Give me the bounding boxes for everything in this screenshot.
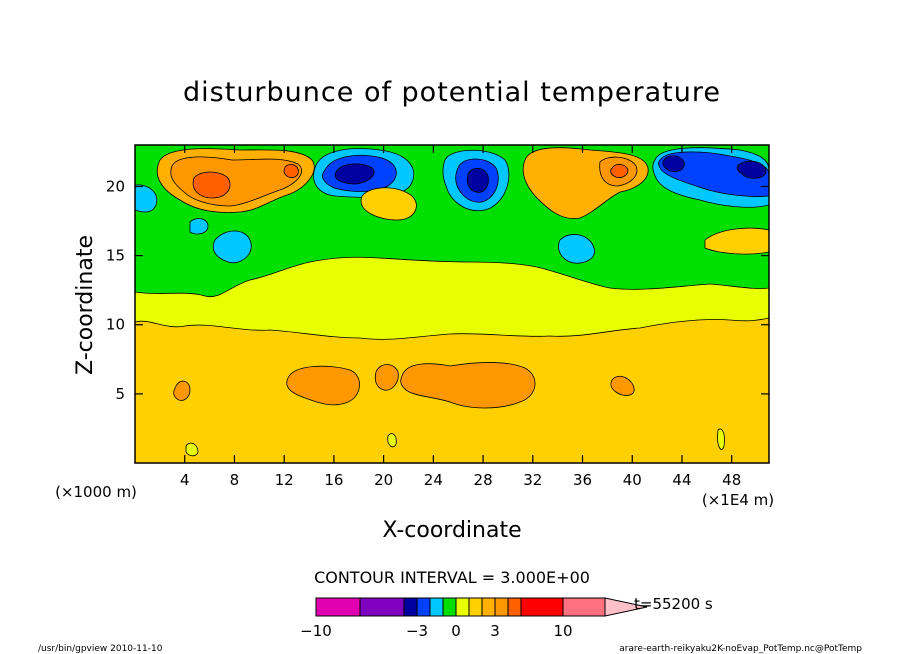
colorbar-tick-label: −3 (406, 622, 428, 640)
colorbar-swatch (468, 597, 483, 617)
footer-right: arare-earth-reikyaku2K-noEvap_PotTemp.nc… (619, 644, 862, 654)
contour-region-cyan-3 (558, 234, 595, 264)
y-axis: 5 10 15 20 (106, 177, 769, 403)
contour-region-yellow-speck-3 (717, 428, 725, 450)
colorbar: −10 −3 0 3 10 (300, 597, 648, 640)
y-tick-label: 5 (115, 385, 125, 403)
contour-region-cyan-1 (135, 184, 158, 213)
y-tick-label: 15 (106, 247, 125, 265)
colorbar-tick-label: 0 (451, 622, 461, 640)
contour-region-yellow-speck-2 (387, 433, 397, 448)
x-tick-label: 8 (230, 471, 240, 489)
colorbar-swatch (429, 597, 444, 617)
y-axis-label: Z-coordinate (73, 235, 98, 375)
colorbar-swatch (359, 597, 405, 617)
contour-region-orange-cell-3 (400, 362, 536, 409)
x-axis: 4 8 12 16 20 24 28 32 36 40 44 48 (180, 145, 741, 489)
colorbar-swatch (455, 597, 470, 617)
contour-region-orange-cell-1 (286, 365, 360, 406)
x-tick-label: 36 (573, 471, 592, 489)
contour-region-warm-cell-4 (704, 227, 769, 255)
colorbar-tick-label: 3 (490, 622, 500, 640)
contour-region-cold-cell-2-deep (466, 167, 489, 193)
contour-region-cold-cell-1-deep (334, 163, 375, 185)
colorbar-swatch (416, 597, 431, 617)
contour-region-orange-cell-2 (374, 364, 399, 391)
x-tick-label: 40 (623, 471, 642, 489)
colorbar-swatch (481, 597, 496, 617)
time-label: t=55200 s (634, 595, 713, 613)
x-tick-label: 4 (180, 471, 190, 489)
y-tick-label: 20 (106, 177, 125, 195)
colorbar-swatch (494, 597, 509, 617)
chart-title: disturbunce of potential temperature (183, 77, 721, 108)
x-tick-label: 28 (474, 471, 493, 489)
contour-region-yellow-speck-1 (185, 442, 199, 457)
y-tick-label: 10 (106, 316, 125, 334)
colorbar-swatch (315, 597, 361, 617)
x-tick-label: 24 (424, 471, 443, 489)
plot-frame (134, 144, 770, 464)
x-tick-label: 44 (672, 471, 691, 489)
colorbar-tick-label: −10 (300, 622, 332, 640)
x-tick-label: 12 (275, 471, 294, 489)
x-axis-label: X-coordinate (382, 518, 521, 543)
x-unit-left: (×1000 m) (55, 483, 137, 501)
colorbar-tick-label: 10 (553, 622, 572, 640)
footer-left: /usr/bin/gpview 2010-11-10 (38, 644, 163, 654)
x-tick-label: 16 (324, 471, 343, 489)
colorbar-swatch (562, 597, 606, 617)
colorbar-swatch (403, 597, 418, 617)
colorbar-swatch (442, 597, 457, 617)
x-unit-right: (×1E4 m) (702, 491, 774, 509)
contour-region-warm-cell-3 (360, 187, 417, 221)
contour-region-cyan-2 (212, 230, 252, 264)
contour-region-cyan-4 (189, 218, 209, 235)
contour-region-warm-cell-2-hot (610, 164, 629, 178)
contour-region-orange-cell-4 (173, 380, 191, 401)
contour-region-orange-cell-5 (610, 375, 635, 396)
x-tick-label: 20 (374, 471, 393, 489)
colorbar-swatch (507, 597, 522, 617)
colorbar-swatch (520, 597, 564, 617)
contour-region-cold-cell-3-deep (662, 155, 767, 179)
colorbar-swatch-overflow (604, 597, 648, 617)
x-tick-label: 48 (722, 471, 741, 489)
x-tick-label: 32 (523, 471, 542, 489)
contour-interval-text: CONTOUR INTERVAL = 3.000E+00 (314, 568, 590, 587)
contour-region-warm-cell-1-hot (192, 164, 299, 199)
contour-field (135, 145, 769, 463)
